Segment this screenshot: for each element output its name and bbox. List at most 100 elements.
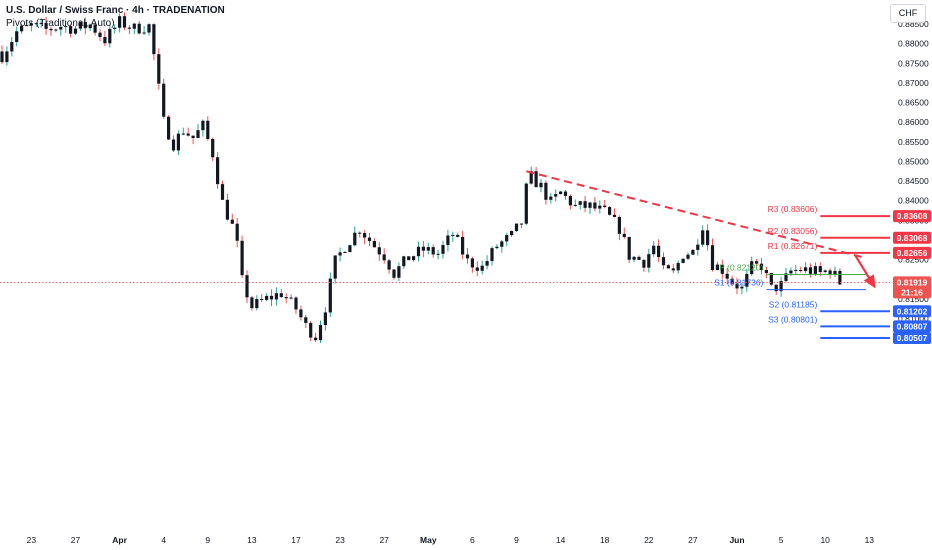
candle — [407, 256, 411, 261]
candle-body — [661, 257, 666, 266]
candle-body — [676, 262, 680, 271]
candle-body — [681, 258, 685, 263]
candle — [220, 180, 225, 201]
candle-body — [652, 245, 656, 255]
candle — [813, 262, 817, 277]
candle — [103, 30, 107, 47]
candle-body — [353, 232, 357, 246]
candle-body — [554, 194, 558, 197]
candle — [671, 264, 675, 274]
candle-body — [333, 255, 337, 279]
pivot-levels: R3 (0.83606) R2 (0.83056) R1 (0.82671) P (0… — [714, 204, 890, 339]
candle — [603, 199, 607, 209]
candle — [661, 252, 666, 270]
candle — [294, 296, 298, 314]
candle — [686, 252, 690, 261]
indicator-legend[interactable]: Pivots (Traditional, Auto) — [6, 18, 115, 29]
x-tick-label: 23 — [335, 535, 345, 545]
candle-body — [519, 223, 523, 225]
candle — [5, 46, 9, 66]
candle-body — [191, 135, 195, 139]
candle — [372, 238, 376, 248]
candle-body — [328, 278, 332, 313]
candle-body — [573, 204, 577, 206]
price-tag-s2 — [893, 305, 931, 318]
candle-body — [93, 24, 97, 33]
candle — [608, 206, 612, 216]
candle — [823, 269, 827, 274]
candle — [274, 287, 278, 306]
candle-body — [397, 266, 401, 278]
candle-body — [559, 191, 563, 195]
candle-body — [612, 214, 617, 217]
candle-body — [274, 293, 278, 300]
candle — [578, 200, 582, 210]
y-tick-label: 0.84000 — [898, 196, 929, 206]
candle — [701, 225, 705, 247]
y-tick-label: 0.86000 — [898, 117, 929, 127]
y-tick-label: 0.86500 — [898, 98, 929, 108]
candle — [436, 250, 440, 260]
candle-body — [764, 270, 768, 274]
candle — [534, 166, 538, 188]
candle-body — [779, 280, 783, 292]
candle-body — [201, 120, 205, 131]
x-tick-label: 17 — [291, 535, 301, 545]
candle — [225, 193, 229, 221]
x-tick-label: 23 — [27, 535, 37, 545]
candle-body — [309, 322, 313, 338]
candle-body — [480, 265, 484, 271]
candle-body — [750, 261, 754, 275]
currency-selector[interactable]: CHF — [890, 4, 926, 23]
candle — [162, 78, 166, 119]
candle-body — [823, 270, 827, 273]
candle-body — [441, 244, 445, 254]
countdown-text: 21:16 — [901, 287, 923, 297]
candle-body — [142, 32, 146, 34]
candle-body — [289, 297, 293, 299]
candle-body — [44, 22, 48, 29]
candle — [573, 199, 577, 207]
candle — [176, 130, 180, 156]
candle-body — [666, 265, 670, 269]
candle-body — [568, 195, 572, 206]
candle-body — [64, 26, 68, 28]
candle-body — [759, 263, 764, 271]
candle — [113, 24, 117, 34]
x-tick-label: 27 — [379, 535, 389, 545]
candle — [549, 192, 553, 204]
candle-body — [818, 266, 822, 273]
candle — [500, 239, 504, 253]
forecast-arrow-head — [863, 274, 876, 289]
candle — [725, 268, 729, 285]
candle — [505, 232, 509, 246]
candle-body — [230, 219, 234, 224]
candle — [657, 239, 661, 263]
candle — [196, 124, 200, 139]
candle-body — [118, 16, 122, 28]
candle-body — [514, 223, 519, 232]
candle-body — [363, 233, 367, 238]
price-tag-text-s4: 0.80507 — [897, 333, 928, 343]
candle — [818, 262, 822, 277]
candle-body — [225, 199, 229, 220]
candle — [696, 239, 700, 256]
candle-body — [549, 196, 553, 200]
candle-body — [304, 317, 308, 323]
candle-body — [157, 54, 161, 84]
candle — [206, 116, 210, 141]
x-tick-label: 9 — [205, 535, 210, 545]
candle — [402, 255, 406, 269]
candle — [480, 260, 484, 275]
candle — [348, 244, 352, 253]
x-axis: 23 27 Apr 4 9 13 17 23 27 May 6 9 14 18 22 27 Jun 5 10 13 — [27, 535, 875, 545]
candle-body — [833, 270, 837, 275]
candle-body — [152, 24, 156, 55]
candle — [367, 233, 372, 247]
candle-body — [588, 202, 592, 208]
candle-body — [657, 245, 661, 258]
candle-body — [431, 247, 435, 255]
x-tick-label: 6 — [470, 535, 475, 545]
candle-body — [245, 275, 249, 298]
